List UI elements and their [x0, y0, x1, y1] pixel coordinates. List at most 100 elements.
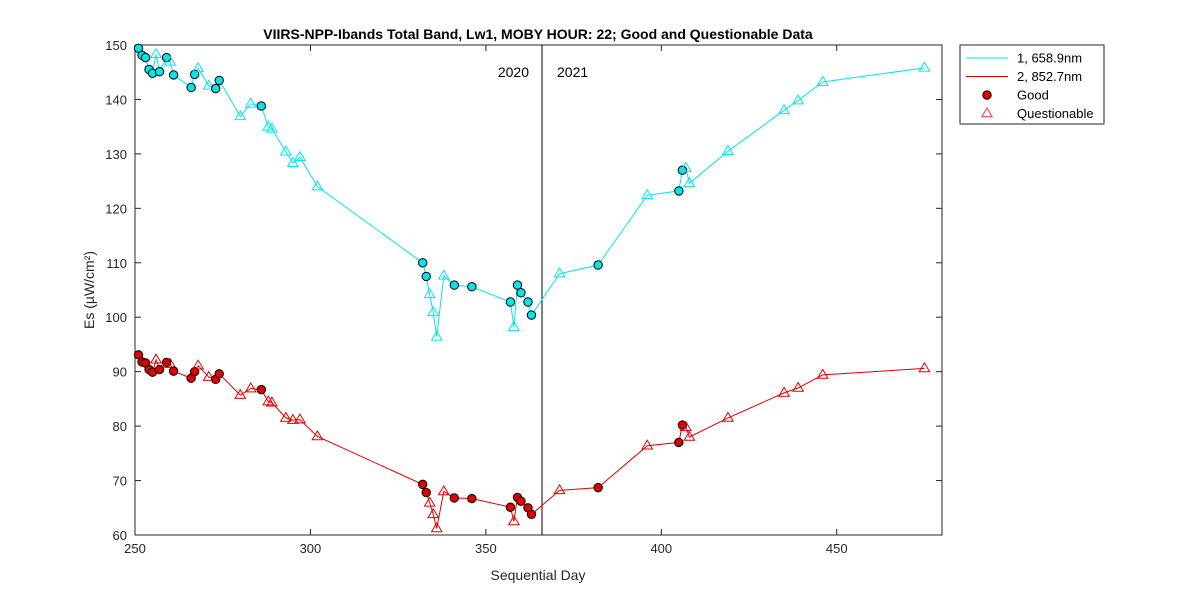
good-point: [256, 101, 267, 111]
series-2: [133, 350, 931, 533]
questionable-point: [202, 370, 215, 381]
questionable-point: [265, 122, 278, 133]
good-point: [186, 82, 196, 93]
y-axis-label: Es (µW/cm²): [81, 251, 97, 329]
legend-good-marker: [982, 90, 992, 100]
questionable-point: [427, 507, 440, 519]
questionable-point: [437, 269, 450, 280]
questionable-point: [163, 55, 177, 66]
x-axis-label: Sequential Day: [491, 567, 586, 583]
good-point: [677, 420, 688, 430]
questionable-point: [778, 103, 791, 115]
y-tick-label: 100: [105, 310, 127, 325]
year-label-right: 2021: [557, 64, 588, 80]
good-point: [505, 502, 516, 512]
questionable-point: [792, 381, 805, 392]
questionable-point: [507, 514, 521, 526]
x-tick-label: 400: [650, 541, 672, 556]
questionable-point: [641, 188, 654, 200]
questionable-point: [430, 330, 443, 341]
questionable-point: [234, 388, 247, 399]
questionable-point: [679, 161, 692, 172]
questionable-point: [918, 361, 931, 373]
questionable-point: [244, 97, 257, 108]
y-tick-label: 130: [105, 147, 127, 162]
questionable-point: [293, 413, 307, 424]
good-point: [526, 509, 537, 520]
questionable-point: [293, 150, 307, 161]
questionable-point: [430, 521, 443, 533]
good-point: [674, 186, 684, 196]
good-point: [449, 493, 459, 503]
questionable-point: [192, 359, 205, 370]
questionable-point: [553, 267, 566, 278]
questionable-point: [311, 429, 324, 441]
good-point: [516, 288, 526, 298]
questionable-point: [427, 305, 440, 317]
good-point: [526, 310, 537, 320]
good-point: [593, 482, 603, 493]
questionable-point: [816, 75, 829, 86]
questionable-point: [311, 180, 324, 191]
series-layer: [133, 43, 931, 533]
y-tick-label: 120: [105, 201, 127, 216]
questionable-point: [279, 411, 292, 422]
legend-questionable-marker: [980, 107, 994, 118]
questionable-point: [163, 357, 177, 368]
good-point: [593, 260, 603, 270]
good-point: [674, 437, 684, 448]
x-tick-label: 450: [826, 541, 848, 556]
good-point: [256, 384, 267, 395]
questionable-point: [202, 79, 215, 90]
good-point: [154, 66, 165, 77]
questionable-point: [423, 496, 436, 507]
x-tick-label: 300: [300, 541, 322, 556]
legend-label: 2, 852.7nm: [1017, 69, 1082, 84]
questionable-point: [721, 144, 735, 155]
questionable-point: [262, 395, 275, 406]
questionable-point: [918, 61, 931, 72]
questionable-point: [507, 320, 521, 331]
good-point: [214, 75, 224, 86]
questionable-point: [553, 483, 566, 495]
good-point: [418, 479, 428, 490]
y-tick-label: 80: [113, 419, 127, 434]
legend-label: Good: [1017, 88, 1049, 103]
x-tick-label: 350: [475, 541, 497, 556]
questionable-point: [279, 145, 292, 156]
y-tick-label: 150: [105, 38, 127, 53]
questionable-point: [265, 396, 278, 407]
chart-title: VIIRS-NPP-Ibands Total Band, Lw1, MOBY H…: [263, 26, 813, 42]
legend-label: Questionable: [1017, 106, 1094, 121]
good-point: [523, 297, 533, 307]
questionable-point: [778, 386, 791, 397]
good-point: [168, 366, 179, 376]
good-point: [418, 258, 428, 268]
y-tick-label: 90: [113, 365, 127, 380]
questionable-point: [234, 109, 247, 121]
good-point: [168, 70, 179, 80]
plot-area: [134, 44, 943, 536]
y-tick-label: 140: [105, 92, 127, 107]
questionable-point: [244, 382, 257, 393]
year-label-left: 2020: [498, 64, 529, 80]
good-point: [421, 487, 431, 498]
good-point: [505, 297, 516, 307]
questionable-point: [683, 176, 696, 188]
good-point: [516, 496, 526, 506]
x-tick-label: 250: [124, 541, 146, 556]
axes-ticks: 250 300 350 400 450 60 70 80 90 100 110 120 130 140 15…: [105, 38, 942, 556]
questionable-point: [286, 156, 299, 167]
questionable-point: [679, 420, 692, 431]
y-tick-label: 60: [113, 528, 127, 543]
good-point: [211, 83, 221, 94]
y-tick-label: 110: [106, 256, 127, 271]
series-1: [133, 43, 931, 341]
questionable-point: [286, 413, 299, 424]
questionable-point: [816, 368, 829, 379]
questionable-point: [192, 61, 205, 73]
legend-label: 1, 658.9nm: [1017, 51, 1082, 66]
good-point: [677, 165, 688, 175]
